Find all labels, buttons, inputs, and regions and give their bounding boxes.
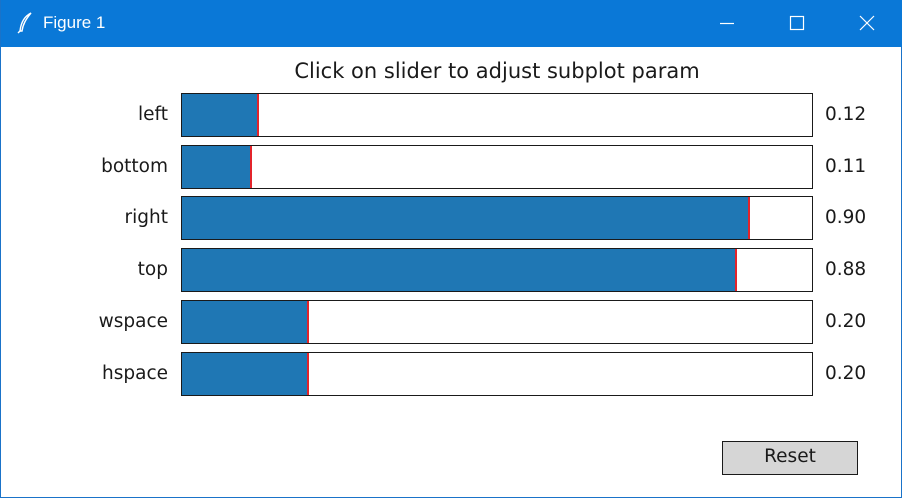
window-title: Figure 1 [43, 13, 106, 32]
slider-fill [182, 301, 308, 343]
slider-track[interactable] [181, 196, 813, 240]
slider-marker[interactable] [256, 94, 259, 136]
maximize-button[interactable] [774, 0, 820, 47]
slider-track[interactable] [181, 352, 813, 396]
slider-label: bottom [101, 156, 168, 177]
slider-value: 0.20 [825, 311, 867, 332]
close-button[interactable] [844, 0, 890, 47]
slider-label: top [137, 259, 168, 280]
slider-track[interactable] [181, 300, 813, 344]
slider-fill [182, 249, 737, 291]
slider-label: wspace [98, 311, 168, 332]
title-bar[interactable]: Figure 1 [1, 0, 902, 47]
slider-top: top 0.88 [1, 248, 902, 292]
feather-icon [17, 12, 35, 34]
slider-label: hspace [102, 363, 168, 384]
minimize-button[interactable] [704, 0, 750, 47]
slider-fill [182, 146, 252, 188]
slider-marker[interactable] [735, 249, 738, 291]
slider-fill [182, 94, 258, 136]
slider-left: left 0.12 [1, 93, 902, 137]
slider-track[interactable] [181, 248, 813, 292]
slider-hspace: hspace 0.20 [1, 352, 902, 396]
slider-label: right [124, 207, 168, 228]
slider-fill [182, 197, 749, 239]
slider-marker[interactable] [250, 146, 253, 188]
slider-bottom: bottom 0.11 [1, 145, 902, 189]
slider-value: 0.88 [825, 259, 867, 280]
slider-value: 0.11 [825, 156, 867, 177]
slider-right: right 0.90 [1, 196, 902, 240]
slider-wspace: wspace 0.20 [1, 300, 902, 344]
slider-marker[interactable] [748, 197, 750, 239]
figure-title: Click on slider to adjust subplot param [294, 59, 700, 83]
slider-track[interactable] [181, 93, 813, 137]
reset-button[interactable]: Reset [722, 441, 858, 475]
slider-value: 0.20 [825, 363, 867, 384]
slider-track[interactable] [181, 145, 813, 189]
slider-marker[interactable] [307, 301, 309, 343]
slider-value: 0.90 [825, 207, 867, 228]
slider-marker[interactable] [307, 353, 309, 395]
slider-value: 0.12 [825, 104, 867, 125]
slider-label: left [138, 104, 168, 125]
slider-fill [182, 353, 308, 395]
